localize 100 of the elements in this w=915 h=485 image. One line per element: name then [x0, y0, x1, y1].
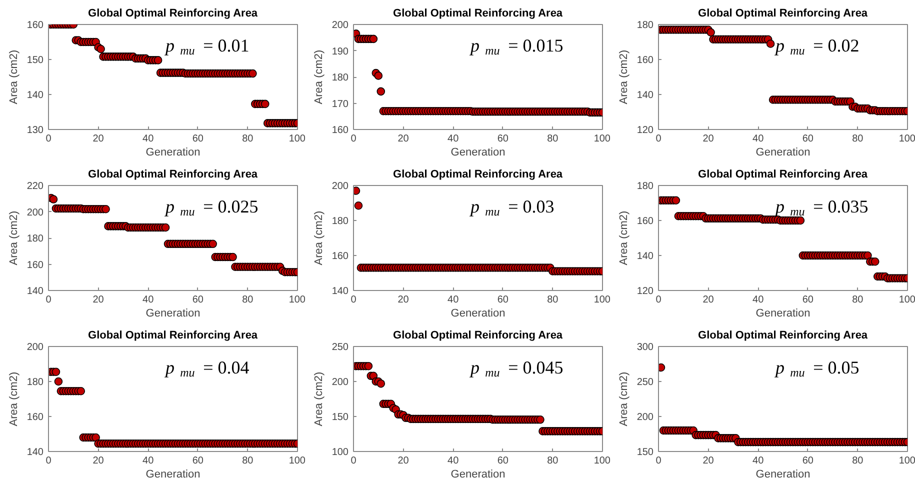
- y-tick-label: 180: [332, 216, 349, 227]
- x-tick-label: 20: [398, 134, 410, 144]
- x-tick-label: 40: [752, 456, 764, 466]
- x-tick-label: 60: [497, 294, 509, 306]
- x-tick-label: 80: [852, 294, 864, 306]
- x-tick-label: 20: [702, 294, 714, 306]
- x-tick-label: 60: [497, 134, 509, 144]
- x-tick-label: 20: [92, 294, 104, 306]
- chart-title: Global Optimal Reinforcing Area: [698, 8, 868, 20]
- y-tick-label: 160: [332, 251, 349, 262]
- x-tick-label: 0: [350, 294, 357, 306]
- y-tick-label: 250: [636, 377, 654, 388]
- y-tick-label: 250: [332, 342, 349, 353]
- y-tick-label: 170: [332, 98, 349, 110]
- x-axis-title: Generation: [146, 146, 200, 158]
- x-tick-label: 40: [142, 134, 154, 144]
- y-axis-title: Area (cm2): [312, 210, 325, 266]
- x-tick-label: 80: [852, 456, 864, 466]
- chart-title: Global Optimal Reinforcing Area: [88, 330, 258, 342]
- x-tick-label: 80: [547, 456, 559, 466]
- x-axis-title: Generation: [756, 308, 810, 320]
- y-tick-label: 180: [332, 72, 349, 84]
- y-tick-label: 160: [26, 20, 44, 31]
- x-axis-title: Generation: [756, 468, 810, 480]
- x-tick-label: 80: [242, 456, 254, 466]
- x-tick-label: 60: [192, 456, 204, 466]
- x-tick-label: 100: [288, 294, 306, 306]
- y-tick-label: 150: [26, 55, 44, 66]
- x-tick-label: 20: [92, 134, 104, 144]
- x-tick-label: 100: [288, 134, 306, 144]
- x-tick-label: 20: [92, 456, 104, 466]
- x-axis-title: Generation: [756, 146, 810, 158]
- chart-title: Global Optimal Reinforcing Area: [393, 8, 564, 20]
- y-tick-label: 200: [26, 207, 44, 218]
- y-axis-title: Area (cm2): [312, 372, 325, 426]
- x-tick-label: 60: [802, 294, 814, 306]
- chart-title: Global Optimal Reinforcing Area: [88, 8, 258, 20]
- x-tick-label: 0: [350, 134, 357, 144]
- x-axis-title: Generation: [146, 308, 200, 320]
- x-tick-label: 40: [142, 294, 154, 306]
- x-tick-label: 100: [594, 456, 611, 466]
- x-tick-label: 40: [752, 294, 764, 306]
- x-axis-title: Generation: [450, 308, 506, 320]
- x-tick-label: 0: [350, 456, 357, 466]
- x-tick-label: 20: [702, 134, 714, 144]
- x-tick-label: 40: [448, 456, 460, 466]
- x-tick-label: 100: [594, 294, 611, 306]
- x-tick-label: 80: [547, 134, 559, 144]
- x-tick-label: 100: [288, 456, 306, 466]
- y-tick-label: 140: [636, 251, 654, 262]
- x-tick-label: 100: [898, 134, 915, 144]
- x-tick-label: 40: [448, 134, 460, 144]
- y-tick-label: 180: [26, 377, 44, 388]
- chart-title: Global Optimal Reinforcing Area: [88, 168, 258, 180]
- x-tick-label: 80: [547, 294, 559, 306]
- y-tick-label: 140: [332, 286, 349, 297]
- y-tick-label: 140: [26, 90, 44, 101]
- y-tick-label: 120: [636, 286, 654, 297]
- y-tick-label: 180: [636, 20, 654, 31]
- x-tick-label: 0: [656, 294, 662, 306]
- y-tick-label: 300: [636, 342, 654, 353]
- x-axis-title: Generation: [146, 468, 200, 480]
- x-tick-label: 40: [142, 456, 154, 466]
- y-tick-label: 200: [332, 181, 349, 192]
- y-tick-label: 150: [332, 412, 349, 423]
- x-tick-label: 60: [802, 134, 814, 144]
- x-tick-label: 20: [398, 456, 410, 466]
- y-tick-label: 200: [636, 412, 654, 423]
- chart-title: Global Optimal Reinforcing Area: [393, 330, 564, 342]
- x-tick-label: 0: [656, 134, 662, 144]
- y-tick-label: 160: [636, 216, 654, 227]
- x-tick-label: 80: [242, 294, 254, 306]
- x-tick-label: 100: [898, 294, 915, 306]
- x-tick-label: 60: [802, 456, 814, 466]
- y-tick-label: 180: [26, 234, 44, 244]
- y-tick-label: 180: [636, 181, 654, 192]
- y-tick-label: 220: [26, 181, 44, 192]
- x-tick-label: 100: [594, 134, 611, 144]
- chart-title: Global Optimal Reinforcing Area: [393, 168, 564, 180]
- y-axis-title: Area (cm2): [618, 210, 630, 266]
- y-axis-title: Area (cm2): [8, 210, 20, 266]
- y-axis-title: Area (cm2): [312, 50, 325, 104]
- x-tick-label: 80: [852, 134, 864, 144]
- x-tick-label: 0: [656, 456, 662, 466]
- y-tick-label: 200: [332, 20, 349, 31]
- chart-title: Global Optimal Reinforcing Area: [698, 168, 868, 180]
- y-tick-label: 140: [26, 286, 44, 297]
- x-tick-label: 0: [46, 456, 52, 466]
- x-tick-label: 60: [192, 294, 204, 306]
- y-tick-label: 140: [26, 447, 44, 458]
- y-tick-label: 100: [332, 447, 349, 458]
- y-tick-label: 200: [26, 342, 44, 353]
- x-tick-label: 0: [46, 294, 52, 306]
- x-tick-label: 0: [46, 134, 52, 144]
- y-tick-label: 120: [636, 125, 654, 136]
- y-tick-label: 200: [332, 377, 349, 388]
- y-tick-label: 150: [636, 447, 654, 458]
- y-tick-label: 160: [636, 55, 654, 66]
- x-tick-label: 20: [398, 294, 410, 306]
- x-tick-label: 60: [192, 134, 204, 144]
